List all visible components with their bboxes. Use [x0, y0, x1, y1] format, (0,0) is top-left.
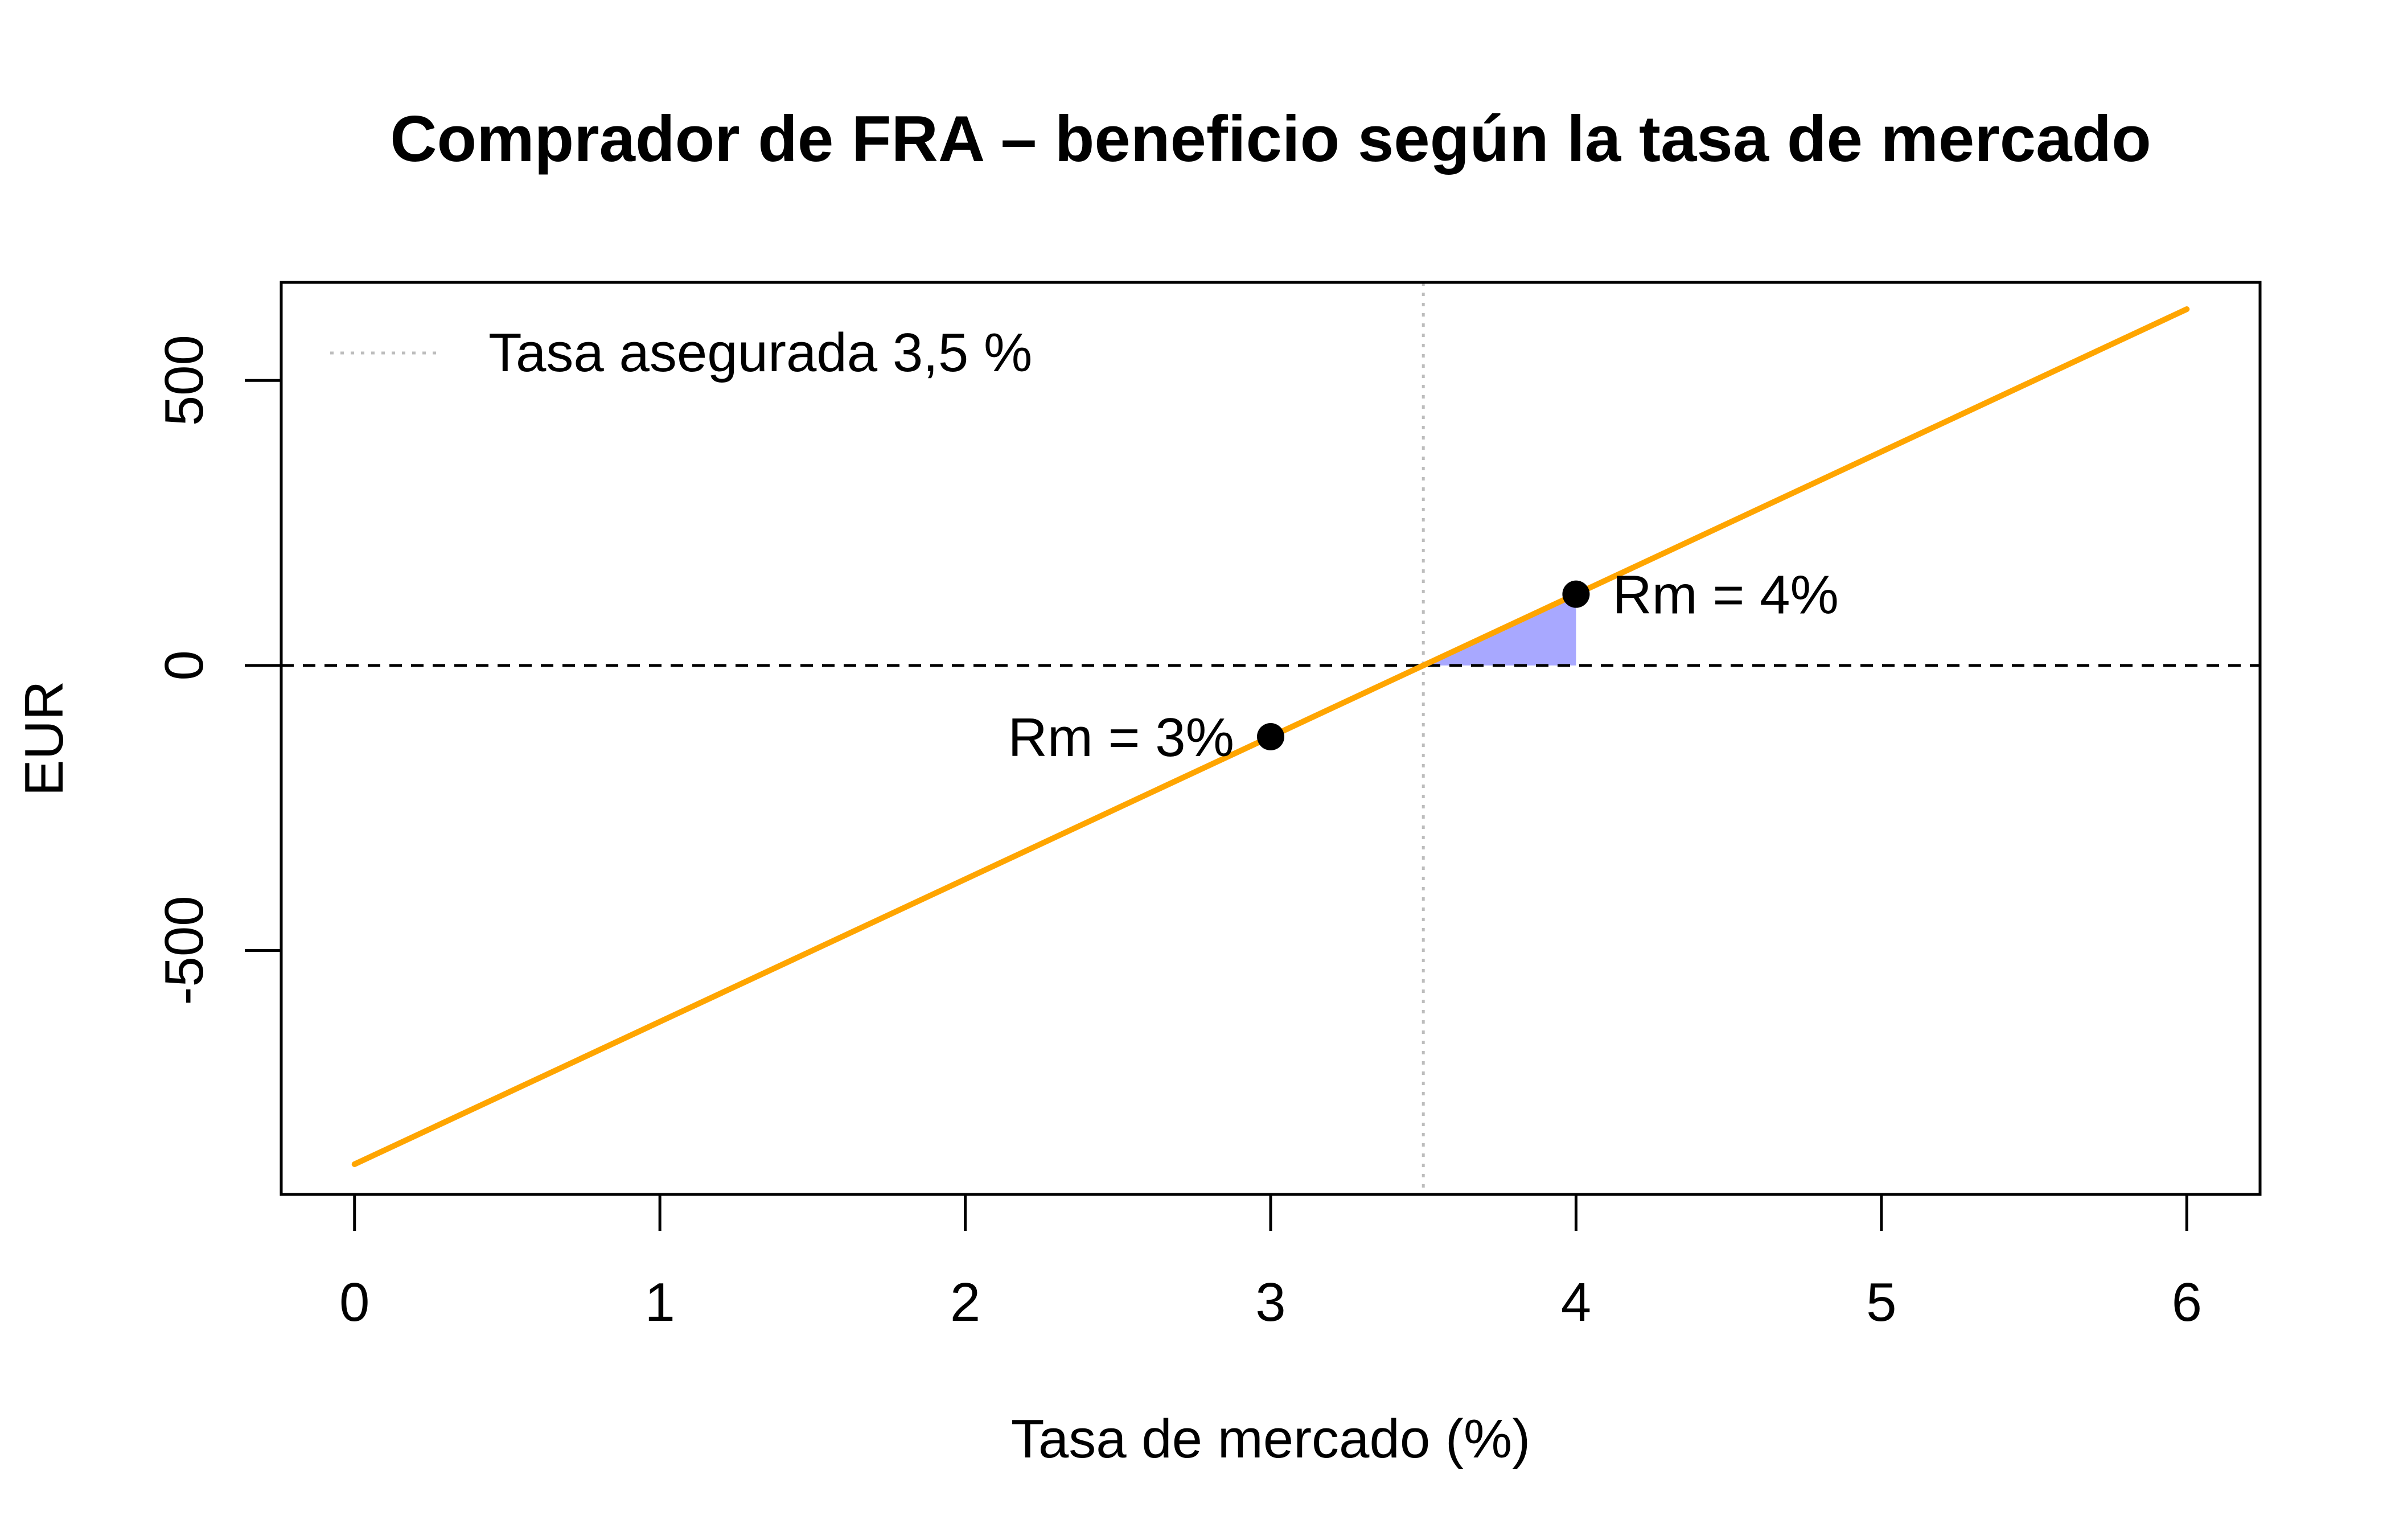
x-tick-label-3: 3 [1255, 1272, 1285, 1333]
point-label-rm-4: Rm = 4% [1612, 565, 1838, 626]
point-rm-4 [1562, 580, 1590, 608]
y-tick-label--500: -500 [154, 896, 215, 1005]
x-axis-title: Tasa de mercado (%) [1011, 1408, 1530, 1469]
point-rm-3 [1257, 722, 1284, 750]
y-tick-label-0: 0 [154, 650, 215, 680]
chart-title: Comprador de FRA – beneficio según la ta… [390, 103, 2151, 175]
x-tick-label-2: 2 [950, 1272, 980, 1333]
x-tick-label-5: 5 [1866, 1272, 1896, 1333]
y-tick-label-500: 500 [154, 335, 215, 426]
legend: Tasa asegurada 3,5 % [330, 322, 1032, 383]
x-tick-label-6: 6 [2172, 1272, 2202, 1333]
plot-layer: Rm = 3% Rm = 4% [281, 282, 2260, 1194]
y-axis: -500 0 500 [154, 335, 283, 1005]
x-axis: 0 1 2 3 4 5 6 [339, 1193, 2202, 1333]
x-tick-label-0: 0 [339, 1272, 369, 1333]
x-tick-label-1: 1 [644, 1272, 675, 1333]
y-axis-title: EUR [14, 681, 75, 796]
legend-label-locked-rate: Tasa asegurada 3,5 % [488, 322, 1032, 383]
point-label-rm-3: Rm = 3% [1008, 707, 1234, 768]
x-tick-label-4: 4 [1561, 1272, 1591, 1333]
